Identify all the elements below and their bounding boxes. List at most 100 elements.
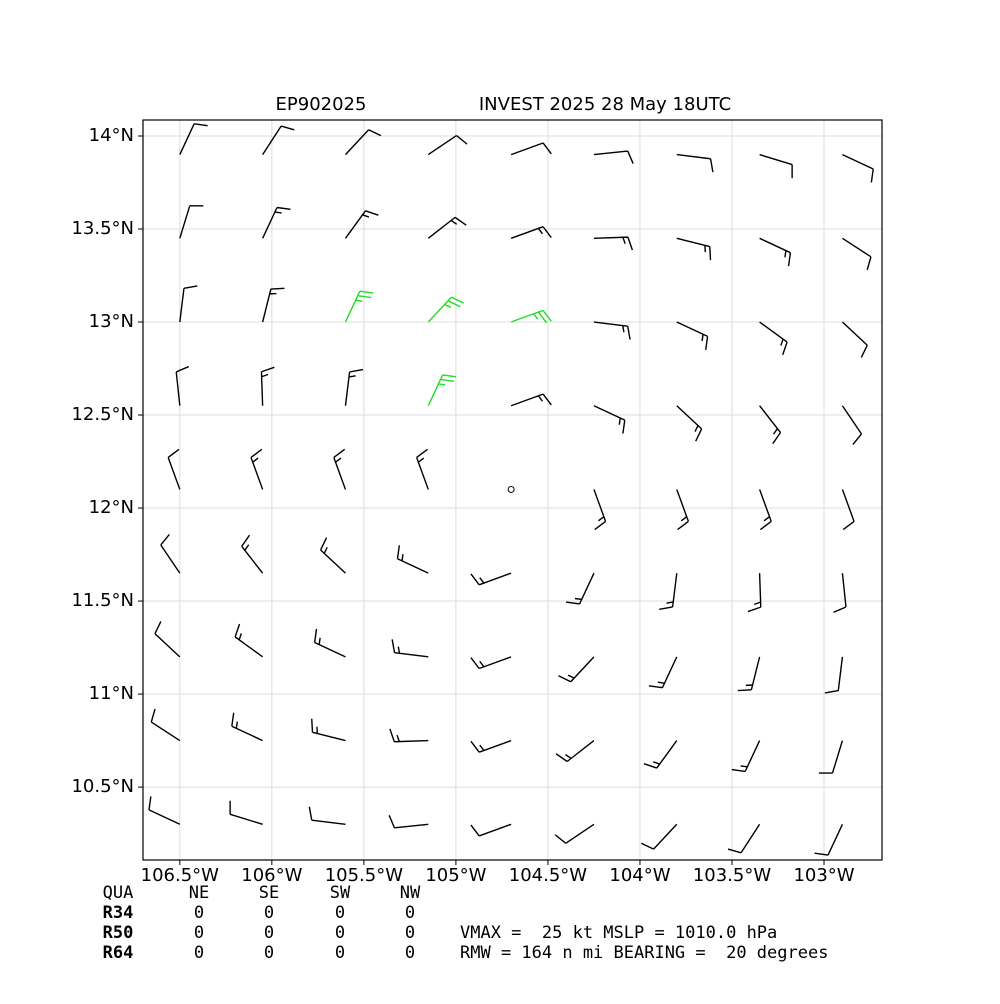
y-tick-label: 12.5°N — [71, 404, 134, 425]
table-header: SE — [259, 883, 279, 903]
table-cell: R64 — [103, 943, 134, 963]
table-header: SW — [330, 883, 351, 903]
table-cell: 0 — [264, 943, 274, 963]
wind-barb — [470, 823, 512, 837]
x-tick-label: 106°W — [241, 865, 302, 886]
wind-barb — [824, 656, 844, 694]
wind-barb — [759, 237, 792, 267]
wind-barb — [641, 823, 678, 850]
wind-barb — [593, 150, 634, 164]
table-cell: 0 — [335, 923, 345, 943]
wind-barb — [833, 573, 847, 613]
info-line: RMW = 164 n mi BEARING = 20 degrees — [460, 943, 828, 963]
info-line: VMAX = 25 kt MSLP = 1010.0 hPa — [460, 923, 777, 943]
x-tick-label: 104°W — [609, 865, 670, 886]
wind-barb — [319, 537, 346, 574]
wind-barb — [175, 365, 190, 406]
wind-barb — [396, 545, 429, 574]
wind-barb — [391, 639, 429, 658]
wind-barb — [593, 236, 634, 251]
wind-barb — [676, 321, 709, 350]
wind-barb — [593, 489, 607, 531]
wind-barb — [842, 237, 872, 271]
title-right: INVEST 2025 28 May 18UTC — [479, 94, 731, 115]
wind-barb — [676, 153, 714, 173]
table-header: NE — [189, 883, 209, 903]
wind-barb — [308, 806, 346, 825]
wind-barb — [593, 405, 626, 434]
table-cell: 0 — [194, 923, 204, 943]
y-tick-label: 13.5°N — [71, 218, 134, 239]
y-tick-label: 12°N — [89, 497, 134, 518]
wind-barb — [167, 448, 181, 490]
wind-barb — [554, 823, 595, 844]
wind-barb — [150, 708, 181, 742]
table-header: NW — [400, 883, 421, 903]
wind-barb — [416, 448, 429, 490]
wind-barb — [427, 374, 457, 407]
table-cell: 0 — [194, 903, 204, 923]
wind-barb — [148, 796, 181, 825]
wind-barb — [427, 296, 465, 323]
wind-barb — [389, 728, 429, 743]
wind-barb — [814, 823, 844, 856]
wind-barb — [262, 125, 295, 155]
wind-barb — [229, 800, 263, 825]
wind-barb — [261, 287, 285, 323]
wind-barb — [648, 656, 678, 689]
wind-barb — [344, 129, 382, 156]
x-tick-label: 103°W — [793, 865, 854, 886]
y-tick-label: 10.5°N — [71, 776, 134, 797]
wind-barb — [179, 123, 208, 155]
wind-barb — [333, 448, 347, 490]
table-cell: 0 — [405, 903, 415, 923]
wind-barb — [841, 405, 863, 445]
wind-barb — [344, 368, 364, 406]
y-tick-label: 13°N — [89, 311, 134, 332]
x-tick-label: 104.5°W — [509, 865, 588, 886]
table-cell: R34 — [103, 903, 134, 923]
table-cell: 0 — [335, 943, 345, 963]
table-cell: 0 — [194, 943, 204, 963]
wind-barb — [179, 285, 198, 323]
wind-barb — [555, 740, 595, 763]
wind-barb — [388, 815, 429, 829]
wind-barb — [470, 656, 512, 670]
calm-marker — [507, 485, 515, 493]
wind-barb — [344, 210, 379, 239]
wind-barb — [344, 290, 374, 323]
y-tick-label: 14°N — [89, 125, 134, 146]
x-tick-label: 106.5°W — [141, 865, 220, 886]
wind-barb — [593, 321, 631, 340]
table-header: QUA — [103, 883, 134, 903]
wind-barb — [510, 226, 552, 239]
wind-barb — [234, 623, 264, 658]
wind-barb — [737, 656, 761, 692]
wind-barb — [179, 205, 204, 239]
wind-barb — [470, 572, 512, 586]
table-cell: 0 — [405, 943, 415, 963]
wind-barb — [643, 740, 678, 769]
wind-barb — [262, 206, 291, 239]
wind-barb — [427, 216, 467, 239]
table-cell: 0 — [264, 923, 274, 943]
wind-barb — [250, 448, 264, 490]
wind-barb — [558, 656, 595, 683]
table-cell: R50 — [103, 923, 134, 943]
table-cell: 0 — [335, 903, 345, 923]
y-tick-label: 11.5°N — [71, 590, 134, 611]
wind-barb — [241, 534, 264, 574]
x-tick-label: 105°W — [425, 865, 486, 886]
wind-barb — [676, 489, 690, 531]
wind-barb — [818, 740, 844, 774]
wind-barb — [731, 740, 761, 773]
wind-barb — [759, 153, 793, 179]
wind-barb — [759, 321, 788, 356]
wind-barb — [747, 573, 762, 613]
wind-barb — [758, 489, 772, 531]
x-tick-label: 105.5°W — [325, 865, 404, 886]
wind-barb — [676, 405, 703, 442]
y-tick-label: 11°N — [89, 683, 134, 704]
